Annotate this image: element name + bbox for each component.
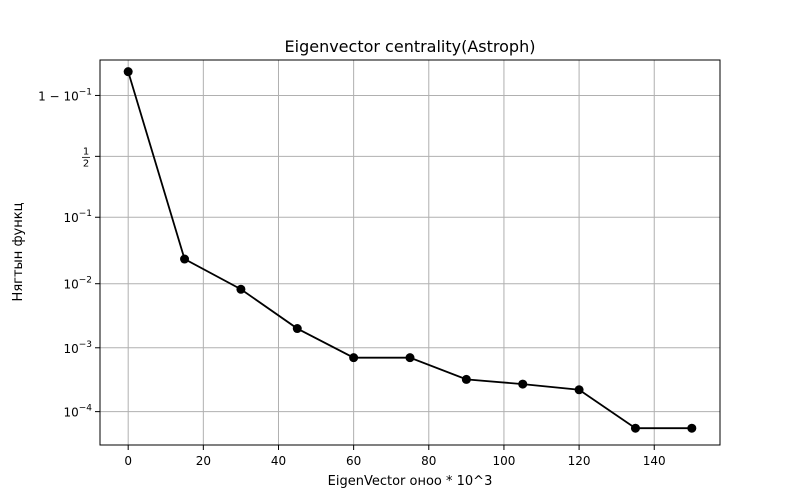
x-tick-label: 120 [568,454,591,468]
x-tick-label: 60 [346,454,361,468]
x-tick-label: 80 [421,454,436,468]
y-tick-label: 1 − 10−1 [38,87,92,103]
series-line [123,67,697,433]
axis-ticks: 0 20 40 60 80 100 120 140 10−4 10−3 10−2 10−1 12 1 − … [38,87,666,468]
data-point [461,374,471,384]
data-point [123,67,133,77]
data-point [687,423,697,433]
chart-title: Eigenvector centrality(Astroph) [285,37,536,56]
data-point [630,423,640,433]
svg-text:2: 2 [83,158,89,169]
data-point [349,353,359,363]
y-tick-label: 10−1 [63,209,92,225]
y-tick-label: 12 [82,146,90,169]
y-axis-label: Нягтын функц [11,202,26,301]
data-point [292,324,302,334]
y-tick-label: 10−4 [63,404,92,420]
data-point [518,379,528,389]
x-tick-label: 20 [196,454,211,468]
series-polyline [127,71,692,430]
data-point [405,353,415,363]
y-tick-label: 10−2 [63,276,92,292]
grid [100,60,720,445]
data-point [180,254,190,264]
svg-text:1: 1 [83,146,89,157]
data-point [236,284,246,294]
data-point [574,385,584,395]
x-tick-label: 140 [643,454,666,468]
x-tick-label: 40 [271,454,286,468]
x-tick-label: 100 [492,454,515,468]
x-axis-label: EigenVector оноо * 10^3 [328,474,493,489]
x-tick-label: 0 [124,454,132,468]
y-tick-label: 10−3 [63,340,92,356]
plot-frame [99,59,721,446]
